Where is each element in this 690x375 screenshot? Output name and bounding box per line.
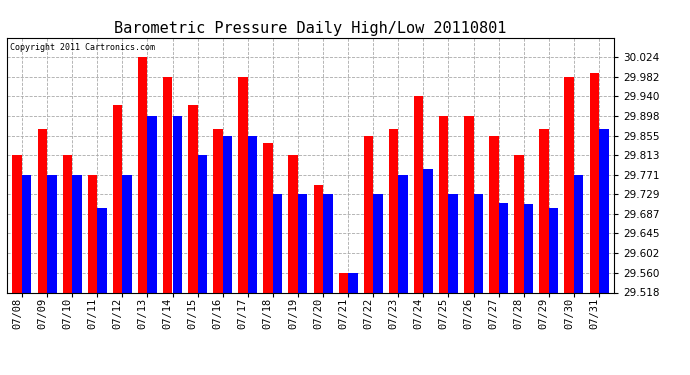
Bar xyxy=(388,129,398,292)
Bar xyxy=(313,184,323,292)
Bar xyxy=(414,96,424,292)
Bar xyxy=(112,105,122,292)
Bar xyxy=(264,142,273,292)
Bar xyxy=(12,155,22,292)
Bar xyxy=(323,194,333,292)
Title: Barometric Pressure Daily High/Low 20110801: Barometric Pressure Daily High/Low 20110… xyxy=(115,21,506,36)
Bar xyxy=(424,169,433,292)
Bar xyxy=(248,136,257,292)
Bar xyxy=(172,116,182,292)
Bar xyxy=(138,57,148,292)
Bar xyxy=(439,116,449,292)
Bar xyxy=(63,155,72,292)
Bar xyxy=(489,136,499,292)
Bar xyxy=(273,194,282,292)
Bar xyxy=(514,155,524,292)
Bar xyxy=(88,175,97,292)
Bar xyxy=(37,129,47,292)
Bar xyxy=(238,76,248,292)
Bar xyxy=(448,194,458,292)
Bar xyxy=(122,175,132,292)
Bar xyxy=(97,208,107,292)
Bar xyxy=(348,273,357,292)
Bar xyxy=(223,136,233,292)
Bar xyxy=(47,175,57,292)
Bar xyxy=(288,155,298,292)
Bar xyxy=(197,155,207,292)
Bar xyxy=(72,175,81,292)
Bar xyxy=(473,194,483,292)
Bar xyxy=(599,129,609,292)
Bar xyxy=(339,273,348,292)
Bar xyxy=(589,73,599,292)
Bar xyxy=(22,175,32,292)
Bar xyxy=(398,175,408,292)
Bar xyxy=(373,194,383,292)
Bar xyxy=(564,76,574,292)
Bar xyxy=(524,204,533,292)
Text: Copyright 2011 Cartronics.com: Copyright 2011 Cartronics.com xyxy=(10,43,155,52)
Bar xyxy=(499,203,509,292)
Bar xyxy=(298,194,308,292)
Bar xyxy=(148,116,157,292)
Bar xyxy=(188,105,197,292)
Bar xyxy=(574,175,584,292)
Bar xyxy=(549,208,558,292)
Bar xyxy=(464,116,473,292)
Bar xyxy=(163,76,172,292)
Bar xyxy=(364,136,373,292)
Bar xyxy=(540,129,549,292)
Bar xyxy=(213,129,223,292)
